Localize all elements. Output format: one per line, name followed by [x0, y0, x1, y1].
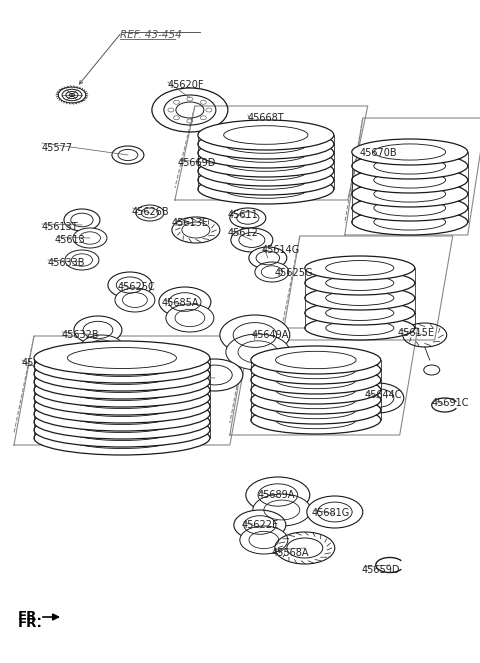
Ellipse shape: [166, 304, 214, 332]
Text: 45615E: 45615E: [398, 328, 435, 338]
Ellipse shape: [34, 381, 210, 415]
Ellipse shape: [251, 366, 381, 394]
Ellipse shape: [246, 477, 310, 513]
Ellipse shape: [34, 341, 210, 375]
Ellipse shape: [187, 359, 243, 391]
Ellipse shape: [198, 165, 334, 195]
Ellipse shape: [198, 120, 334, 150]
Ellipse shape: [34, 365, 210, 399]
Ellipse shape: [108, 272, 152, 298]
Text: REF. 43-454: REF. 43-454: [120, 30, 181, 40]
Text: 45681G: 45681G: [312, 508, 350, 518]
Ellipse shape: [74, 316, 122, 344]
Text: 45668T: 45668T: [248, 113, 285, 123]
Ellipse shape: [230, 208, 266, 228]
Ellipse shape: [240, 526, 288, 554]
Text: 45626B: 45626B: [132, 207, 169, 217]
Text: 45622E: 45622E: [242, 520, 279, 530]
Text: 45614G: 45614G: [262, 245, 300, 255]
Text: 45632B: 45632B: [62, 330, 99, 340]
Text: 45691C: 45691C: [432, 398, 469, 408]
Ellipse shape: [159, 287, 211, 317]
Ellipse shape: [352, 139, 468, 165]
Text: 45611: 45611: [228, 210, 259, 220]
Text: 45689A: 45689A: [258, 490, 295, 500]
Ellipse shape: [255, 262, 289, 282]
Ellipse shape: [305, 286, 415, 310]
Ellipse shape: [34, 357, 210, 391]
Ellipse shape: [352, 209, 468, 235]
Ellipse shape: [305, 301, 415, 325]
Ellipse shape: [251, 356, 381, 384]
Ellipse shape: [305, 271, 415, 295]
Ellipse shape: [234, 510, 286, 540]
Ellipse shape: [307, 496, 363, 528]
Text: 45670B: 45670B: [360, 148, 397, 158]
Ellipse shape: [305, 256, 415, 280]
Ellipse shape: [231, 228, 273, 252]
Ellipse shape: [64, 209, 100, 231]
Ellipse shape: [198, 156, 334, 186]
Ellipse shape: [305, 316, 415, 340]
Ellipse shape: [198, 138, 334, 168]
Ellipse shape: [65, 250, 99, 270]
Ellipse shape: [198, 147, 334, 177]
Text: 45641E: 45641E: [22, 358, 59, 368]
Text: 45625G: 45625G: [275, 268, 313, 278]
Ellipse shape: [80, 335, 124, 361]
Text: 45613T: 45613T: [42, 222, 79, 232]
Ellipse shape: [115, 288, 155, 312]
Text: 45669D: 45669D: [178, 158, 216, 168]
Text: FR.: FR.: [18, 611, 43, 623]
Ellipse shape: [251, 406, 381, 434]
Text: 45620F: 45620F: [168, 80, 204, 90]
Ellipse shape: [220, 315, 290, 355]
Ellipse shape: [253, 494, 311, 526]
Ellipse shape: [249, 247, 287, 269]
Ellipse shape: [34, 413, 210, 447]
Text: 45633B: 45633B: [48, 258, 85, 268]
Text: 45644C: 45644C: [365, 390, 402, 400]
Ellipse shape: [352, 167, 468, 193]
Text: 45613: 45613: [55, 235, 86, 245]
Ellipse shape: [34, 405, 210, 439]
Ellipse shape: [206, 151, 254, 179]
Text: 45612: 45612: [228, 228, 259, 238]
Ellipse shape: [352, 153, 468, 179]
Ellipse shape: [34, 421, 210, 455]
Text: 45621: 45621: [178, 375, 209, 385]
Ellipse shape: [251, 396, 381, 424]
Ellipse shape: [352, 383, 404, 413]
Ellipse shape: [73, 228, 107, 248]
Text: 45568A: 45568A: [272, 548, 309, 558]
Ellipse shape: [34, 397, 210, 431]
Ellipse shape: [352, 181, 468, 207]
Ellipse shape: [198, 174, 334, 204]
Ellipse shape: [251, 376, 381, 404]
Text: 45649A: 45649A: [252, 330, 289, 340]
Ellipse shape: [198, 129, 334, 159]
Ellipse shape: [226, 334, 290, 370]
Ellipse shape: [136, 205, 164, 221]
Text: 45613E: 45613E: [172, 218, 209, 228]
Text: 45659D: 45659D: [362, 565, 400, 575]
Text: 45577: 45577: [42, 143, 73, 153]
Ellipse shape: [251, 346, 381, 374]
Text: FR.: FR.: [18, 617, 43, 630]
Ellipse shape: [112, 146, 144, 164]
Ellipse shape: [352, 195, 468, 221]
Text: 45685A: 45685A: [162, 298, 199, 308]
Ellipse shape: [251, 386, 381, 414]
Ellipse shape: [34, 389, 210, 423]
Ellipse shape: [34, 349, 210, 383]
Text: 45625C: 45625C: [118, 282, 156, 292]
Ellipse shape: [34, 373, 210, 407]
